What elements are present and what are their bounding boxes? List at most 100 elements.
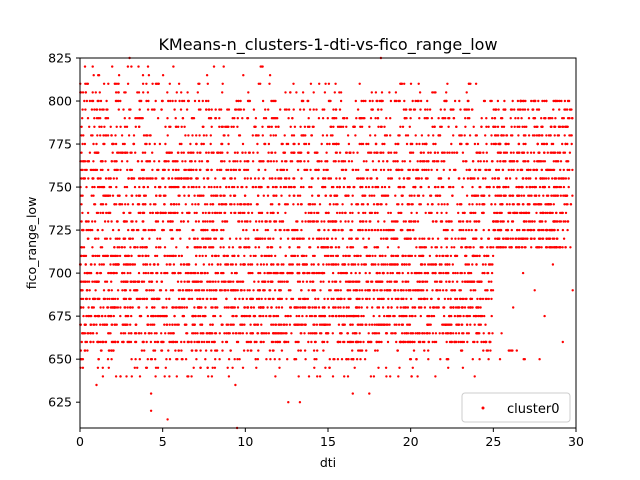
data-point [151, 168, 154, 172]
data-point [204, 306, 207, 309]
data-point [194, 220, 198, 223]
data-point [397, 289, 400, 292]
data-point [160, 349, 163, 352]
data-point [135, 289, 138, 292]
data-point [359, 340, 362, 344]
data-point [93, 125, 96, 128]
data-point [258, 289, 261, 292]
data-point [171, 289, 174, 292]
data-point [186, 340, 190, 344]
data-point [215, 228, 218, 232]
data-point [505, 142, 508, 146]
data-point [411, 151, 415, 154]
data-point [523, 246, 526, 249]
data-point [356, 297, 360, 301]
data-point [472, 340, 475, 344]
data-point [365, 297, 369, 301]
data-point [485, 160, 489, 163]
data-point [204, 211, 207, 215]
data-point [457, 332, 461, 335]
data-point [551, 142, 555, 146]
data-point [383, 263, 387, 266]
data-point [472, 254, 475, 258]
data-point [163, 203, 166, 206]
data-point [201, 220, 205, 223]
data-point [223, 220, 226, 223]
data-point [345, 358, 348, 361]
data-point [247, 203, 250, 206]
data-point [169, 263, 172, 266]
data-point [347, 254, 350, 258]
data-point [419, 254, 422, 258]
data-point [277, 177, 280, 180]
data-point [207, 185, 211, 189]
data-point [465, 332, 469, 335]
data-point [450, 340, 454, 344]
data-point [417, 297, 421, 301]
data-point [234, 314, 238, 318]
data-point [138, 358, 141, 361]
data-point [408, 151, 412, 154]
data-point [296, 228, 299, 232]
data-point [345, 314, 349, 318]
data-point [439, 271, 443, 275]
data-point [338, 177, 341, 180]
data-point [118, 254, 122, 258]
data-point [188, 237, 191, 240]
data-point [556, 237, 559, 240]
data-point [213, 314, 217, 318]
data-point [496, 228, 500, 232]
data-point [256, 203, 259, 206]
data-point [206, 297, 209, 301]
data-point [435, 220, 438, 223]
data-point [329, 194, 332, 197]
data-point [527, 134, 531, 137]
data-point [102, 263, 106, 266]
data-point [566, 168, 569, 172]
data-point [180, 340, 183, 344]
data-point [318, 203, 322, 206]
data-point [449, 254, 453, 258]
data-point [402, 220, 405, 223]
data-point [167, 254, 171, 258]
data-point [233, 203, 236, 206]
data-point [423, 297, 427, 301]
data-point [496, 125, 500, 128]
data-point [255, 340, 258, 344]
data-point [299, 349, 302, 352]
data-point [236, 340, 240, 344]
data-point [131, 203, 135, 206]
data-point [515, 177, 518, 180]
data-point [219, 314, 222, 318]
data-point [289, 289, 292, 292]
data-point [238, 246, 241, 249]
data-point [112, 349, 115, 352]
data-point [88, 125, 91, 128]
data-point [332, 297, 335, 301]
data-point [345, 194, 348, 197]
data-point [153, 160, 156, 163]
data-point [204, 349, 208, 352]
data-point [552, 185, 556, 189]
data-point [475, 220, 478, 223]
data-point [128, 117, 131, 120]
data-point [374, 211, 377, 215]
data-point [517, 134, 520, 137]
data-point [113, 160, 116, 163]
data-point [344, 168, 348, 172]
data-point [100, 125, 103, 128]
data-point [315, 220, 318, 223]
data-point [407, 340, 410, 344]
data-point [226, 168, 230, 172]
data-point [540, 168, 543, 172]
data-point [406, 271, 410, 275]
data-point [225, 332, 228, 335]
data-point [93, 263, 97, 266]
data-point [231, 254, 234, 258]
data-point [297, 314, 301, 318]
data-point [475, 306, 478, 309]
data-point [429, 306, 432, 309]
data-point [381, 142, 384, 146]
data-point [156, 220, 160, 223]
data-point [207, 151, 210, 154]
